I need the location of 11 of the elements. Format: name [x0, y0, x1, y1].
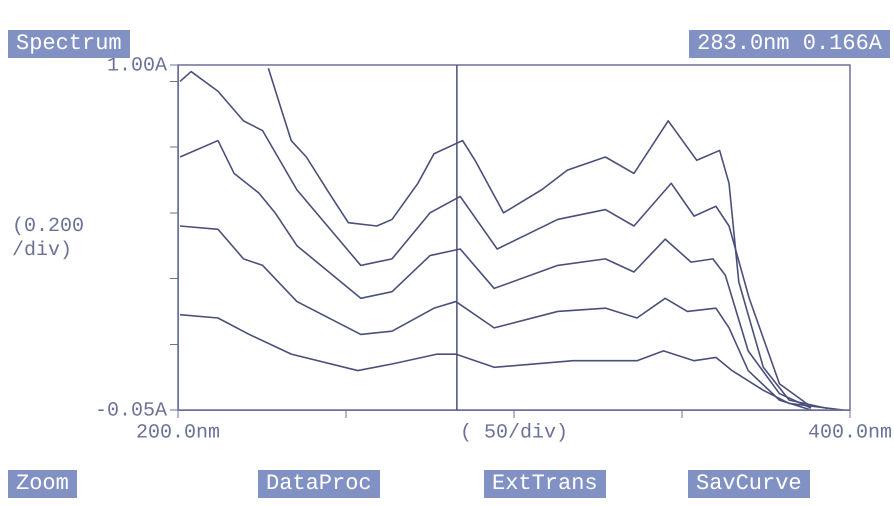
- text: DataProc: [258, 470, 380, 498]
- x-tick-label: 400.0nm: [808, 421, 892, 444]
- x-axis-title: ( 50/div): [460, 421, 568, 444]
- y-tick-label: -0.05A: [94, 399, 167, 422]
- text: Zoom: [8, 470, 77, 498]
- x-tick-label: 200.0nm: [136, 421, 220, 444]
- text: SavCurve: [688, 470, 810, 498]
- chart-title: Spectrum: [8, 30, 130, 58]
- y-axis-title: (0.200 /div): [12, 214, 84, 262]
- text: 283.0nm 0.166A: [689, 30, 890, 58]
- text: ExtTrans: [484, 470, 606, 498]
